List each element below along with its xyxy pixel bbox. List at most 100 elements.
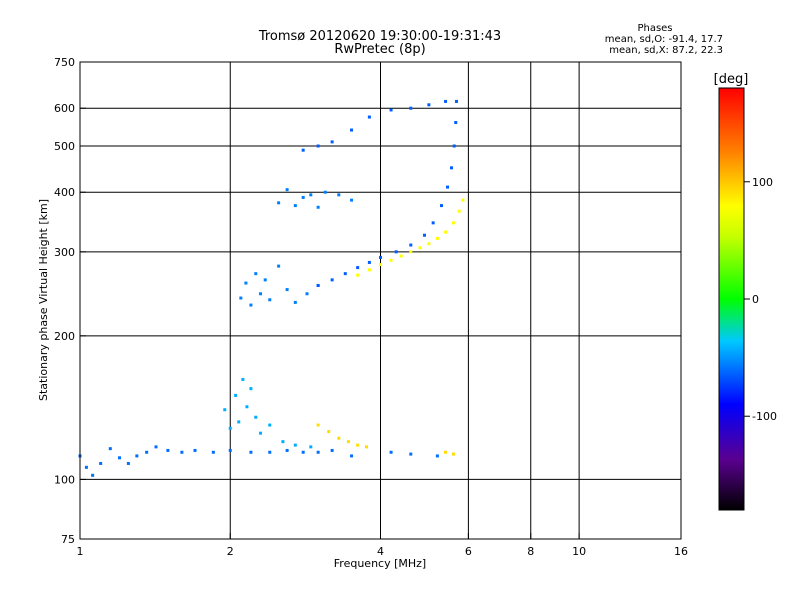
x-tick-label: 16 <box>674 545 688 558</box>
echo-point <box>356 443 360 447</box>
echo-point <box>211 450 215 454</box>
echo-point <box>327 430 331 434</box>
echo-point <box>330 448 334 452</box>
echo-point <box>277 264 281 268</box>
echo-point <box>451 452 455 456</box>
echo-point <box>431 221 435 225</box>
echo-point <box>316 205 320 209</box>
echo-point <box>301 195 305 199</box>
y-tick-label: 300 <box>54 246 75 259</box>
echo-point <box>277 201 281 205</box>
echo-point <box>84 465 88 469</box>
phase-stats-x: mean, sd,X: 87.2, 22.3 <box>609 45 723 56</box>
echo-point <box>239 296 243 300</box>
echo-point <box>379 263 382 267</box>
echo-point <box>281 440 285 444</box>
echo-point <box>356 273 360 277</box>
x-tick-label: 10 <box>572 545 586 558</box>
echo-point <box>118 456 122 460</box>
x-tick-label: 8 <box>527 545 534 558</box>
echo-point <box>316 144 320 148</box>
echo-point <box>455 99 459 103</box>
echo-point <box>457 209 461 213</box>
echo-point <box>449 166 453 170</box>
echo-point <box>337 193 341 197</box>
echo-point <box>330 278 334 282</box>
y-tick-label: 100 <box>54 473 75 486</box>
echo-point <box>343 272 347 276</box>
echo-point <box>245 405 249 409</box>
y-tick-label: 400 <box>54 186 75 199</box>
echo-point <box>409 243 413 247</box>
echo-point <box>268 298 272 302</box>
echo-point <box>427 103 431 107</box>
echo-point <box>305 292 309 296</box>
echo-point <box>418 246 422 250</box>
echo-point <box>263 278 267 282</box>
echo-point <box>350 198 354 202</box>
echo-point <box>254 415 258 419</box>
echo-point <box>91 473 95 477</box>
echo-point <box>444 450 448 454</box>
echo-point <box>166 448 170 452</box>
echo-point <box>367 268 371 272</box>
echo-point <box>228 426 232 430</box>
y-axis-ticks: 75 100 200 300 400 500 600 750 <box>54 56 86 546</box>
y-tick-label: 750 <box>54 56 75 69</box>
y-axis-label: Stationary phase Virtual Height [km] <box>37 199 50 401</box>
phase-stats-o: mean, sd,O: -91.4, 17.7 <box>605 34 723 45</box>
echo-point <box>293 300 297 304</box>
echo-point <box>285 448 289 452</box>
x-tick-label: 1 <box>77 545 84 558</box>
x-tick-label: 2 <box>227 545 234 558</box>
echo-point <box>301 450 305 454</box>
echo-point <box>409 452 413 456</box>
echo-point <box>126 461 130 465</box>
y-tick-label: 200 <box>54 330 75 343</box>
phase-stats-heading: Phases <box>637 23 672 34</box>
echo-point <box>451 221 455 225</box>
echo-point <box>350 454 354 458</box>
echo-point <box>309 445 313 449</box>
echo-point <box>259 292 263 296</box>
echo-point <box>435 236 439 240</box>
echo-point <box>427 242 431 246</box>
echo-point <box>244 281 248 285</box>
echo-points <box>78 99 465 477</box>
echo-point <box>154 445 158 449</box>
echo-point <box>323 190 327 194</box>
echo-point <box>346 440 350 444</box>
echo-point <box>309 193 313 197</box>
echo-point <box>301 148 305 152</box>
echo-point <box>444 99 448 103</box>
echo-point <box>135 454 139 458</box>
echo-point <box>228 448 232 452</box>
echo-point <box>180 450 184 454</box>
echo-point <box>193 448 197 452</box>
echo-point <box>234 393 238 397</box>
colorbar-ticks: 100 0 -100 <box>744 176 777 423</box>
echo-point <box>409 106 413 110</box>
colorbar-unit-label: [deg] <box>714 72 749 87</box>
echo-point <box>285 288 289 292</box>
chart-subtitle: RwPretec (8p) <box>334 42 425 57</box>
echo-point <box>108 447 112 451</box>
echo-point <box>223 408 227 412</box>
y-tick-label: 75 <box>61 533 75 546</box>
echo-point <box>356 266 360 270</box>
echo-point <box>440 204 444 208</box>
x-tick-label: 4 <box>377 545 384 558</box>
echo-point <box>293 443 297 447</box>
echo-point <box>399 254 403 258</box>
echo-point <box>145 450 149 454</box>
colorbar-tick-label: -100 <box>752 410 777 423</box>
echo-point <box>268 423 272 427</box>
echo-point <box>444 230 448 234</box>
echo-point <box>268 450 272 454</box>
echo-point <box>330 140 334 144</box>
echo-point <box>249 387 253 391</box>
grid-lines <box>80 62 681 539</box>
echo-point <box>259 431 263 435</box>
x-tick-label: 6 <box>465 545 472 558</box>
